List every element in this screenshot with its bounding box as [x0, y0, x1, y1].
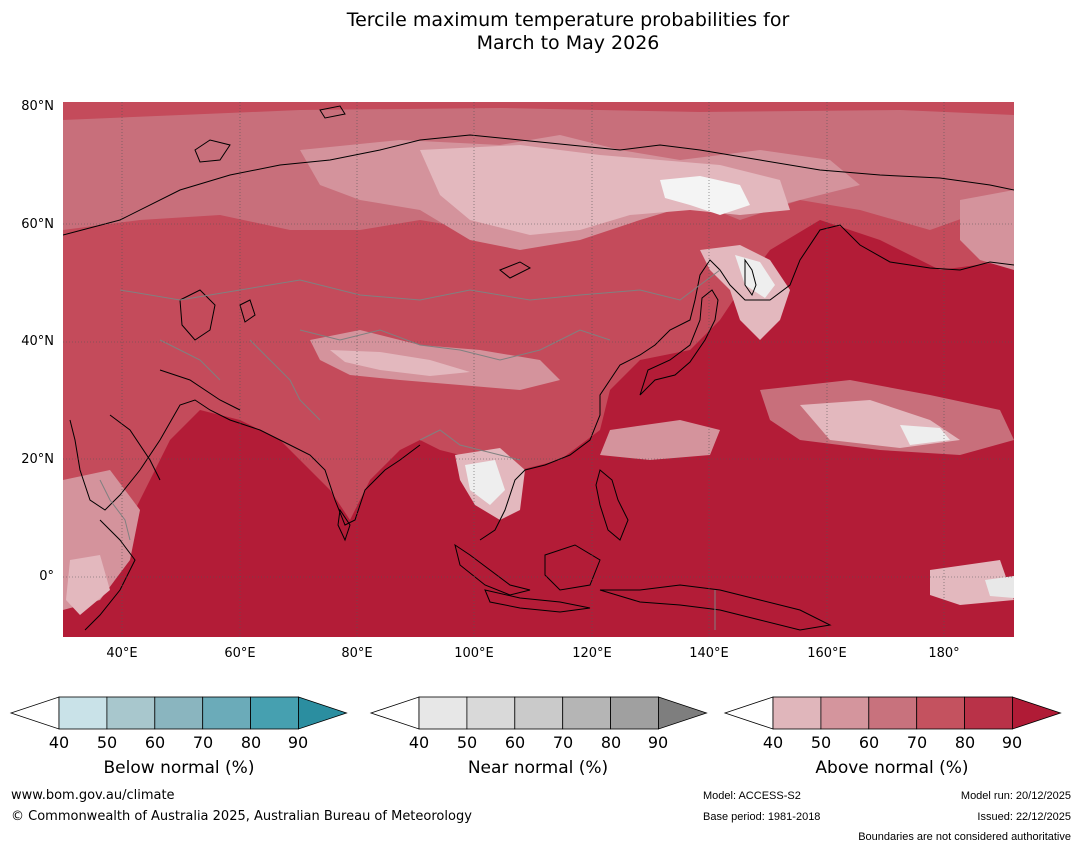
lat-label-80n: 80°N [21, 99, 54, 114]
near-colorbar-max-triangle [658, 696, 708, 730]
title-line-1: Tercile maximum temperature probabilitie… [346, 9, 790, 31]
bering-pale [960, 190, 1014, 270]
above-colorbar-max-triangle [1012, 696, 1062, 730]
above-tick-80: 80 [954, 733, 976, 752]
lon-label-140e: 140°E [689, 646, 729, 661]
title-line-2: March to May 2026 [476, 32, 660, 54]
lat-label-60n: 60°N [21, 217, 54, 232]
below-colorbar-max-triangle [298, 696, 348, 730]
lon-label-180: 180° [928, 646, 960, 661]
near-colorbar-segment-80 [610, 696, 659, 730]
copyright-text: © Commonwealth of Australia 2025, Austra… [11, 809, 472, 824]
above-normal-label: Above normal (%) [815, 758, 969, 778]
lon-label-80e: 80°E [341, 646, 373, 661]
below-tick-50: 50 [96, 733, 118, 752]
below-tick-70: 70 [192, 733, 214, 752]
colorbars [9, 696, 1062, 730]
manchuria-pale [700, 245, 790, 340]
near-tick-50: 50 [456, 733, 478, 752]
near-tick-80: 80 [600, 733, 622, 752]
below-tick-80: 80 [240, 733, 262, 752]
above-colorbar-segment-70 [916, 696, 966, 730]
near-colorbar-segment-40 [418, 696, 468, 730]
near-tick-90: 90 [647, 733, 669, 752]
yakutia-pale [420, 145, 790, 235]
lon-label-60e: 60°E [224, 646, 256, 661]
above-tick-50: 50 [810, 733, 832, 752]
below-tick-90: 90 [287, 733, 309, 752]
graticule [63, 102, 1014, 637]
below-tick-40: 40 [48, 733, 70, 752]
lat-label-0: 0° [39, 569, 54, 584]
near-tick-40: 40 [408, 733, 430, 752]
lon-label-160e: 160°E [807, 646, 847, 661]
above-tick-70: 70 [906, 733, 928, 752]
above-colorbar-segment-60 [868, 696, 918, 730]
model-text: Model: ACCESS-S2 [703, 790, 801, 802]
near-colorbar-segment-70 [562, 696, 612, 730]
above-colorbar-segment-50 [820, 696, 870, 730]
below-colorbar-segment-80 [250, 696, 299, 730]
above-colorbar-segment-40 [772, 696, 822, 730]
above-tick-40: 40 [762, 733, 784, 752]
base-period-text: Base period: 1981-2018 [703, 811, 821, 823]
africa-light [66, 555, 110, 615]
below-colorbar-segment-60 [154, 696, 204, 730]
coastlines [63, 105, 1014, 631]
kolyma-near [660, 176, 750, 215]
above-tick-90: 90 [1001, 733, 1023, 752]
below-colorbar-segment-50 [106, 696, 156, 730]
near-colorbar-segment-50 [466, 696, 516, 730]
model-run-text: Model run: 20/12/2025 [960, 790, 1071, 802]
lat-label-20n: 20°N [21, 452, 54, 467]
near-colorbar-segment-60 [514, 696, 564, 730]
tibet-light [330, 350, 470, 376]
near-tick-70: 70 [552, 733, 574, 752]
website-link[interactable]: www.bom.gov.au/climate [11, 788, 175, 803]
below-colorbar-segment-40 [58, 696, 108, 730]
near-colorbar-min-triangle [369, 696, 420, 730]
country-borders [99, 269, 721, 630]
below-tick-60: 60 [144, 733, 166, 752]
probability-map [63, 102, 1014, 637]
chart-title: Tercile maximum temperature probabilitie… [0, 9, 1081, 55]
east-pacific-near [985, 576, 1014, 598]
above-colorbar-segment-80 [964, 696, 1013, 730]
pacific-near [900, 425, 950, 445]
issued-text: Issued: 22/12/2025 [977, 811, 1071, 823]
above-tick-60: 60 [858, 733, 880, 752]
below-colorbar-segment-70 [202, 696, 251, 730]
lon-label-100e: 100°E [454, 646, 494, 661]
tibet-pale [310, 330, 560, 390]
near-tick-60: 60 [504, 733, 526, 752]
below-normal-label: Below normal (%) [103, 758, 255, 778]
disclaimer-text: Boundaries are not considered authoritat… [858, 831, 1071, 843]
near-normal-label: Near normal (%) [467, 758, 609, 778]
thailand-near [465, 460, 505, 505]
below-colorbar-min-triangle [9, 696, 60, 730]
lon-label-40e: 40°E [106, 646, 138, 661]
pacific-streak-1 [600, 420, 720, 460]
lon-label-120e: 120°E [572, 646, 612, 661]
lat-label-40n: 40°N [21, 334, 54, 349]
above-colorbar-min-triangle [723, 696, 774, 730]
